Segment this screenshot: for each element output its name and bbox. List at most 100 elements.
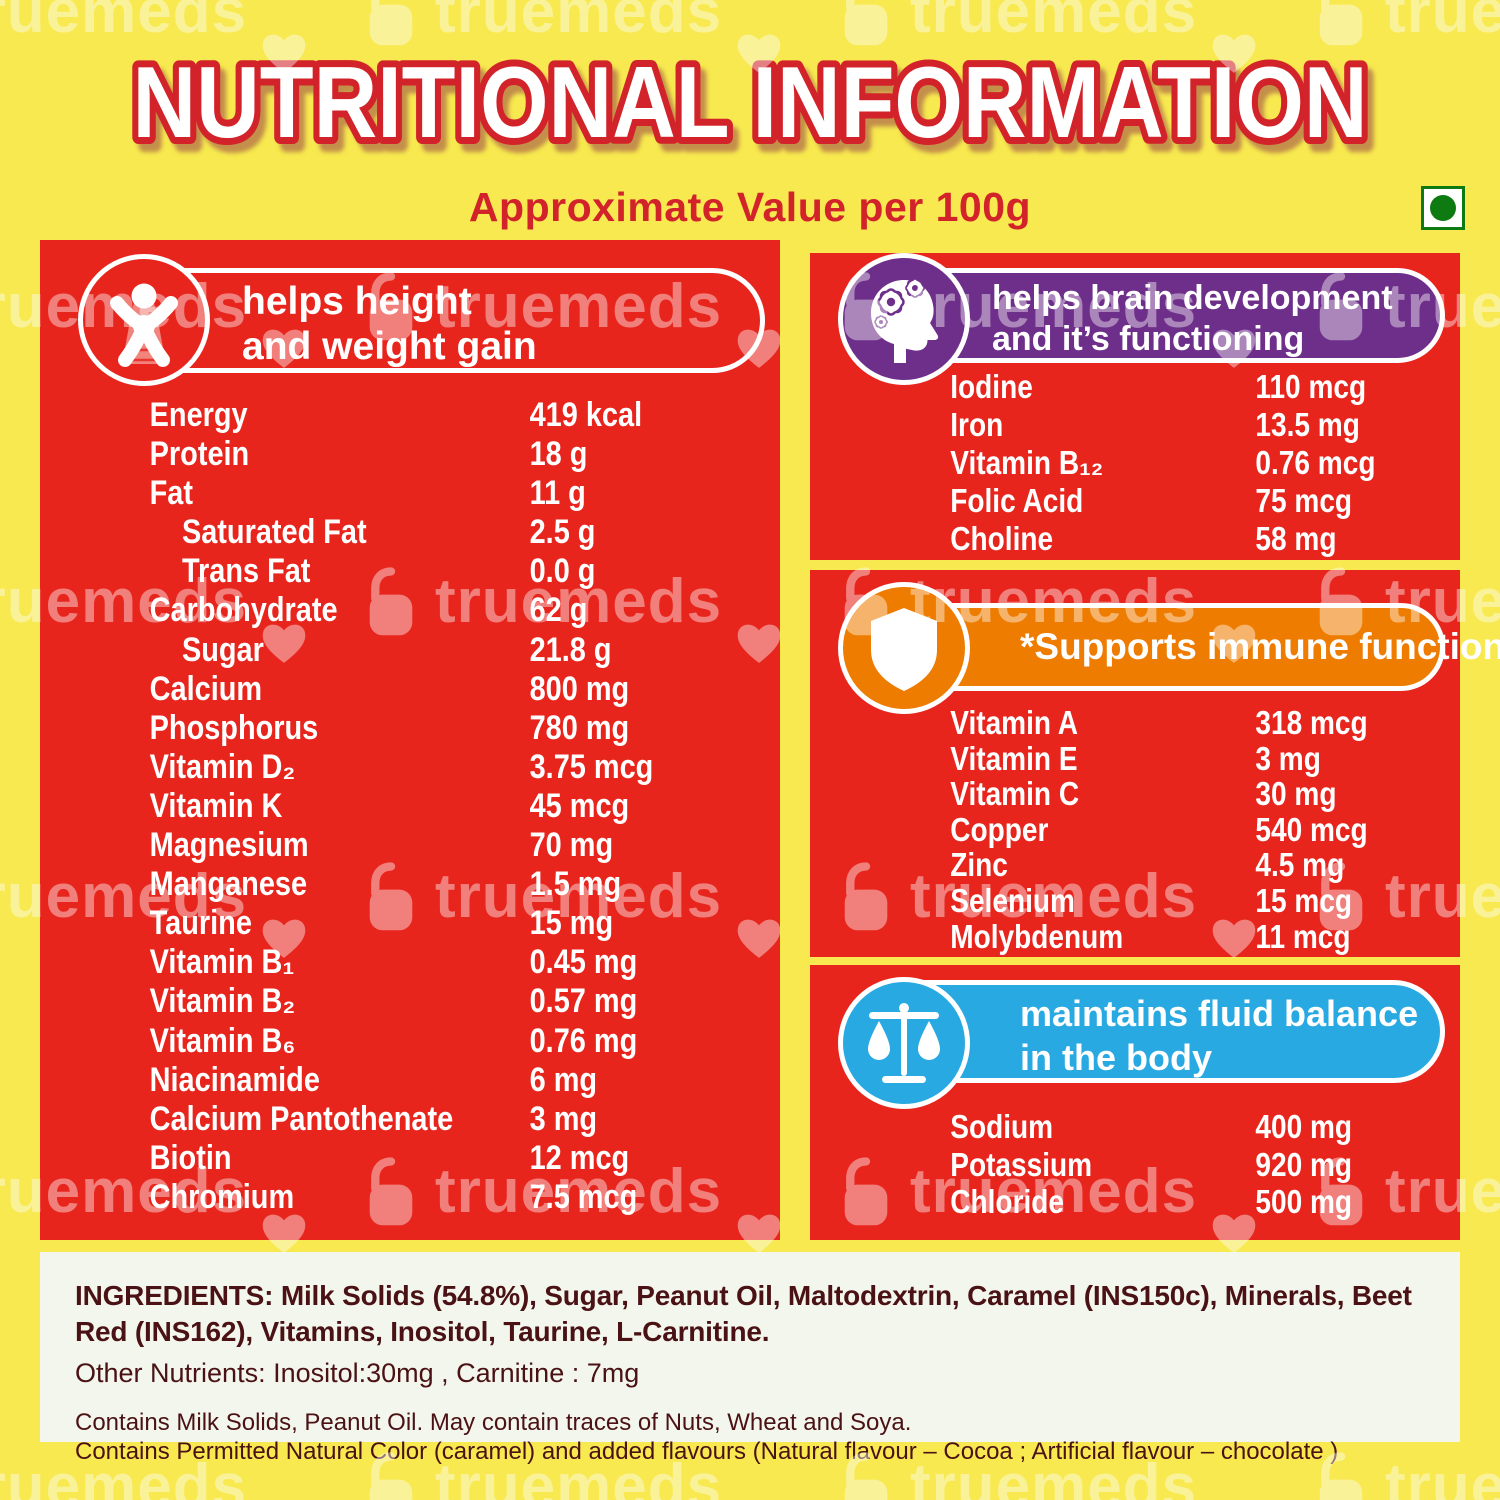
- nutrient-name: Vitamin E: [950, 739, 1078, 777]
- nutrient-row: Vitamin D₂ 3.75 mcg: [40, 748, 780, 787]
- nutrient-value: 11 g: [529, 474, 586, 513]
- nutrient-name: Potassium: [950, 1145, 1093, 1183]
- nutrient-row: Vitamin A 318 mcg: [810, 705, 1460, 741]
- nutrient-name: Protein: [149, 435, 250, 474]
- nutrient-row: Manganese 1.5 mg: [40, 865, 780, 904]
- nutrient-value: 0.76 mg: [529, 1021, 638, 1060]
- brain-heading-line1: helps brain development: [992, 279, 1393, 317]
- nutrient-name: Phosphorus: [149, 708, 319, 747]
- nutrient-value: 0.76 mcg: [1255, 444, 1376, 481]
- growth-heading-line1: helps height: [242, 280, 472, 323]
- nutrient-name: Energy: [149, 396, 248, 434]
- growth-nutrient-list: Energy 419 kcal Protein 18 g Fat 11 g Sa…: [40, 396, 780, 1217]
- nutrient-name: Copper: [950, 810, 1049, 848]
- immune-heading-line1: *Supports immune function: [1020, 626, 1500, 667]
- fluid-nutrient-list: Sodium 400 mg Potassium 920 mg Chloride …: [810, 1108, 1460, 1221]
- nutrient-value: 780 mg: [529, 708, 630, 747]
- nutrient-row: Vitamin E 3 mg: [810, 739, 1460, 777]
- brain-panel: helps brain development and it’s functio…: [810, 253, 1460, 560]
- nutrient-value: 0.45 mg: [529, 943, 638, 982]
- nutrient-value: 800 mg: [529, 669, 630, 708]
- nutrient-name: Calcium Pantothenate: [149, 1099, 454, 1138]
- growth-heading-pill: helps height and weight gain: [115, 268, 765, 373]
- ingredients-section: INGREDIENTS: Milk Solids (54.8%), Sugar,…: [40, 1252, 1460, 1465]
- nutrient-row: Chromium 7.5 mcg: [40, 1178, 780, 1217]
- vegetarian-mark-icon: [1421, 186, 1465, 230]
- brain-heading-line2: and it’s functioning: [992, 320, 1305, 358]
- nutrient-value: 110 mcg: [1255, 368, 1367, 405]
- nutrient-name: Iodine: [950, 368, 1033, 405]
- nutrient-row: Trans Fat 0.0 g: [40, 552, 780, 591]
- nutrient-value: 45 mcg: [529, 786, 630, 825]
- nutrient-value: 6 mg: [529, 1060, 598, 1099]
- nutrient-value: 11 mcg: [1255, 917, 1351, 955]
- nutrient-name: Trans Fat: [181, 552, 311, 591]
- veg-green-dot: [1430, 195, 1456, 221]
- nutrient-name: Carbohydrate: [149, 591, 338, 630]
- nutrient-row: Protein 18 g: [40, 435, 780, 474]
- nutrient-row: Sodium 400 mg: [810, 1108, 1460, 1146]
- nutrient-row: Biotin 12 mcg: [40, 1139, 780, 1178]
- nutrient-row: Taurine 15 mg: [40, 904, 780, 943]
- nutrient-value: 15 mcg: [1255, 881, 1353, 919]
- nutrient-value: 0.0 g: [529, 552, 596, 591]
- nutrient-row: Zinc 4.5 mg: [810, 847, 1460, 883]
- nutrient-row: Saturated Fat 2.5 g: [40, 513, 780, 552]
- nutrient-row: Vitamin B₁ 0.45 mg: [40, 943, 780, 982]
- nutrient-name: Vitamin B₆: [149, 1021, 296, 1060]
- nutrient-value: 318 mcg: [1255, 704, 1368, 741]
- nutrient-row: Carbohydrate 62 g: [40, 591, 780, 630]
- nutrient-value: 3.75 mcg: [529, 747, 654, 786]
- nutrient-name: Vitamin B₂: [149, 982, 296, 1021]
- nutrient-value: 3 mg: [529, 1099, 598, 1138]
- brain-nutrient-list: Iodine 110 mcg Iron 13.5 mg Vitamin B₁₂ …: [810, 368, 1460, 558]
- nutrient-row: Potassium 920 mg: [810, 1146, 1460, 1184]
- nutrient-row: Magnesium 70 mg: [40, 826, 780, 865]
- nutrient-row: Iodine 110 mcg: [810, 368, 1460, 406]
- nutrient-row: Chloride 500 mg: [810, 1183, 1460, 1221]
- title-text: NUTRITIONAL INFORMATION: [133, 47, 1368, 159]
- nutrient-row: Niacinamide 6 mg: [40, 1061, 780, 1100]
- brain-gears-icon: [838, 253, 970, 385]
- nutrient-value: 18 g: [529, 435, 588, 474]
- nutrient-row: Calcium 800 mg: [40, 670, 780, 709]
- balance-scale-icon: [838, 977, 970, 1109]
- nutrient-row: Energy 419 kcal: [40, 396, 780, 435]
- nutrient-row: Selenium 15 mcg: [810, 883, 1460, 919]
- nutrient-value: 1.5 mg: [529, 865, 622, 904]
- nutrient-value: 21.8 g: [529, 630, 612, 669]
- nutrient-name: Manganese: [149, 865, 308, 904]
- nutrient-name: Niacinamide: [149, 1060, 320, 1099]
- nutrient-row: Fat 11 g: [40, 474, 780, 513]
- nutrient-row: Phosphorus 780 mg: [40, 709, 780, 748]
- child-growth-icon: [78, 254, 210, 386]
- nutrient-name: Saturated Fat: [181, 513, 367, 552]
- ingredients-text: INGREDIENTS: Milk Solids (54.8%), Sugar,…: [75, 1280, 1412, 1347]
- nutrient-value: 13.5 mg: [1255, 406, 1360, 443]
- nutrient-name: Vitamin B₁₂: [950, 444, 1104, 481]
- nutrient-name: Chromium: [149, 1177, 295, 1216]
- nutrient-row: Vitamin C 30 mg: [810, 776, 1460, 812]
- nutrient-name: Folic Acid: [950, 482, 1084, 519]
- nutrient-name: Choline: [950, 520, 1054, 557]
- nutrient-name: Vitamin A: [950, 704, 1079, 741]
- nutrient-name: Biotin: [149, 1138, 232, 1177]
- nutrient-value: 419 kcal: [529, 396, 643, 434]
- nutrient-value: 400 mg: [1255, 1108, 1353, 1145]
- allergen-line2: Contains Permitted Natural Color (carame…: [75, 1438, 1339, 1465]
- nutrient-name: Vitamin B₁: [149, 943, 295, 982]
- nutrient-value: 62 g: [529, 591, 588, 630]
- nutrient-value: 3 mg: [1255, 739, 1321, 777]
- shield-icon: [838, 582, 970, 714]
- nutrient-value: 540 mcg: [1255, 810, 1368, 848]
- nutrient-row: Iron 13.5 mg: [810, 406, 1460, 444]
- immune-nutrient-list: Vitamin A 318 mcg Vitamin E 3 mg Vitamin…: [810, 705, 1460, 954]
- nutrient-name: Sodium: [950, 1108, 1054, 1145]
- nutrient-row: Vitamin B₂ 0.57 mg: [40, 982, 780, 1021]
- nutrient-value: 58 mg: [1255, 520, 1337, 557]
- fluid-heading-line2: in the body: [1020, 1037, 1212, 1078]
- immune-panel: *Supports immune function Vitamin A 318 …: [810, 570, 1500, 957]
- nutrient-name: Vitamin C: [950, 775, 1080, 813]
- fluid-heading-line1: maintains fluid balance: [1020, 993, 1419, 1034]
